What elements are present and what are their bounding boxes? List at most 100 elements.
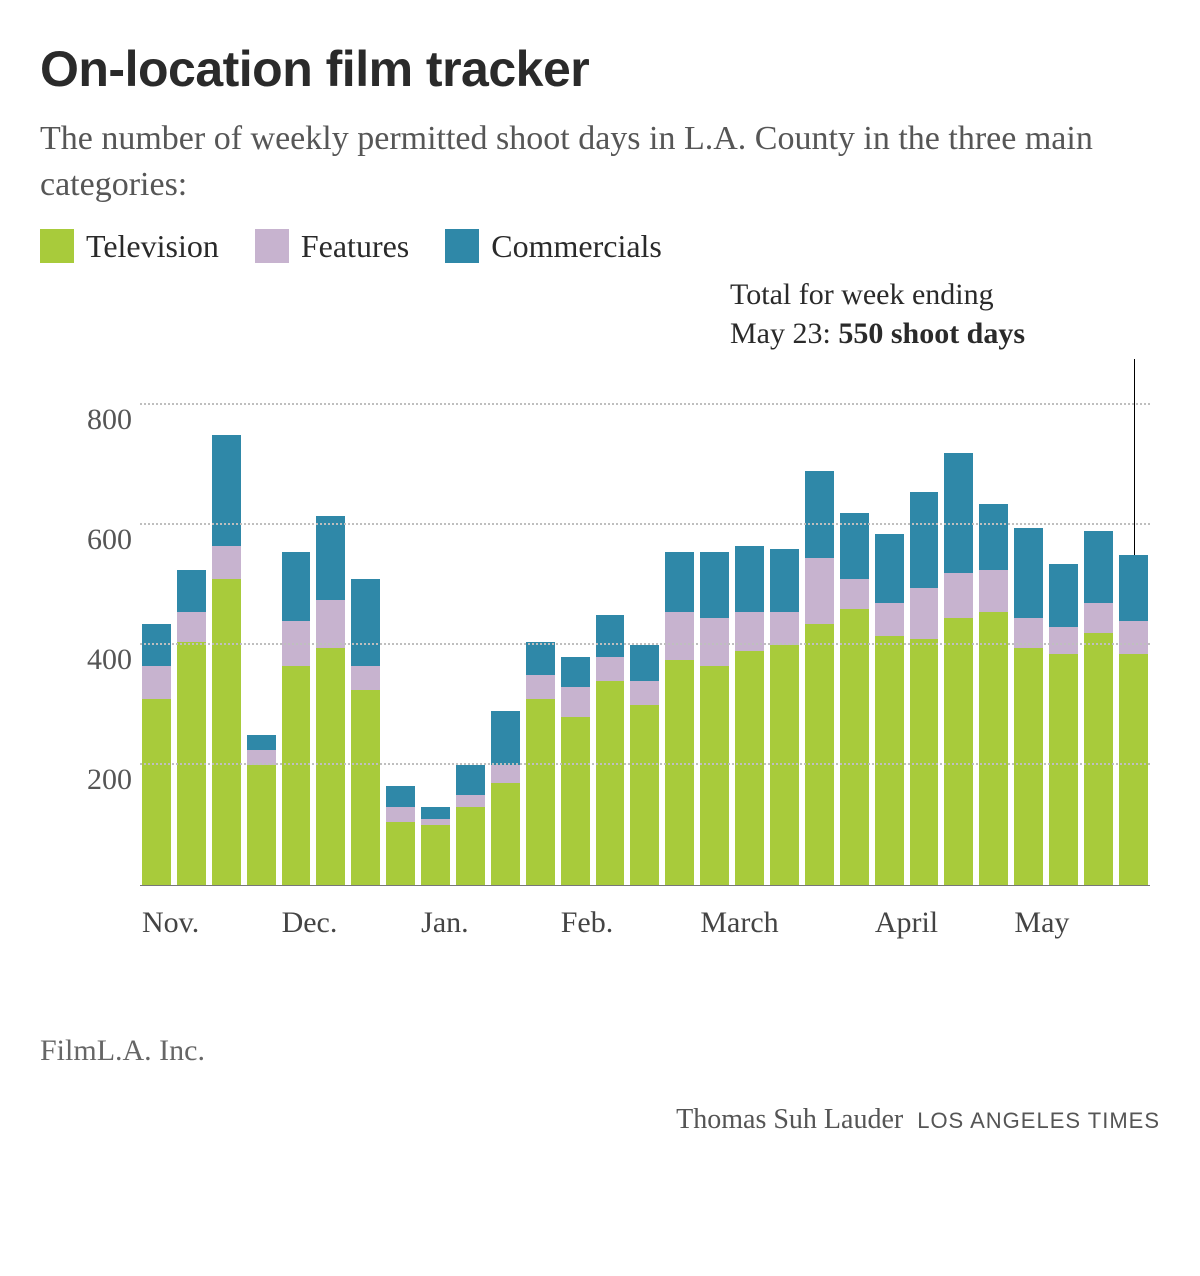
bar <box>1014 528 1043 885</box>
bar-segment-features <box>979 570 1008 612</box>
bar-segment-commercials <box>386 786 415 807</box>
bar-segment-television <box>316 648 345 885</box>
bar-segment-features <box>944 573 973 618</box>
bar-segment-television <box>875 636 904 885</box>
y-axis-label: 600 <box>87 523 132 557</box>
x-axis-label: Jan. <box>421 906 469 940</box>
legend-swatch <box>40 229 74 263</box>
x-axis-label: Feb. <box>561 906 614 940</box>
bar-segment-television <box>944 618 973 885</box>
bar-segment-television <box>421 825 450 885</box>
bar <box>875 534 904 885</box>
x-axis-label: April <box>875 906 938 940</box>
bar-segment-features <box>700 618 729 666</box>
bar-segment-features <box>630 681 659 705</box>
bar-segment-television <box>735 651 764 885</box>
bar-segment-commercials <box>630 645 659 681</box>
bar-segment-commercials <box>700 552 729 618</box>
bar <box>630 645 659 885</box>
legend: TelevisionFeaturesCommercials <box>40 228 1160 265</box>
bar-segment-features <box>491 765 520 783</box>
bar <box>561 657 590 885</box>
bar <box>1119 555 1148 885</box>
bar-segment-television <box>247 765 276 885</box>
bar-segment-television <box>979 612 1008 885</box>
bar-segment-television <box>491 783 520 885</box>
bar-segment-features <box>596 657 625 681</box>
bar <box>386 786 415 885</box>
bar-segment-television <box>561 717 590 885</box>
credit-author: Thomas Suh Lauder <box>676 1104 903 1136</box>
bar-segment-features <box>735 612 764 651</box>
y-axis-label: 200 <box>87 763 132 797</box>
bar-segment-television <box>910 639 939 885</box>
bar <box>596 615 625 885</box>
bar-segment-television <box>526 699 555 885</box>
bar-segment-commercials <box>316 516 345 600</box>
bar-segment-commercials <box>526 642 555 675</box>
bar-segment-commercials <box>770 549 799 612</box>
bar <box>282 552 311 885</box>
bar-segment-features <box>212 546 241 579</box>
annotation: Total for week ending May 23: 550 shoot … <box>730 275 1160 353</box>
bar-segment-commercials <box>1084 531 1113 603</box>
bar-segment-commercials <box>212 435 241 546</box>
x-axis-label: Dec. <box>282 906 338 940</box>
x-axis-label: May <box>1014 906 1069 940</box>
bar-segment-features <box>770 612 799 645</box>
bar-segment-television <box>665 660 694 885</box>
bar-segment-commercials <box>665 552 694 612</box>
y-axis-label: 400 <box>87 643 132 677</box>
bar-segment-commercials <box>142 624 171 666</box>
bar-segment-commercials <box>561 657 590 687</box>
bar-segment-commercials <box>1119 555 1148 621</box>
legend-item: Television <box>40 228 219 265</box>
legend-label: Television <box>86 228 219 265</box>
chart-container: On-location film tracker The number of w… <box>0 0 1200 1276</box>
bar-segment-commercials <box>910 492 939 588</box>
bar-segment-features <box>875 603 904 636</box>
bar <box>840 513 869 885</box>
bar <box>351 579 380 885</box>
bar-segment-television <box>1084 633 1113 885</box>
bar <box>1049 564 1078 885</box>
bar-segment-commercials <box>1014 528 1043 618</box>
legend-swatch <box>255 229 289 263</box>
grid-line <box>140 523 1150 525</box>
bar <box>944 453 973 885</box>
bar-segment-features <box>1049 627 1078 654</box>
bar <box>456 765 485 885</box>
bar <box>316 516 345 885</box>
bar-segment-television <box>596 681 625 885</box>
bar <box>247 735 276 885</box>
x-axis-label: March <box>700 906 778 940</box>
bar-segment-features <box>316 600 345 648</box>
bar-segment-television <box>386 822 415 885</box>
bar-segment-television <box>456 807 485 885</box>
bar-segment-commercials <box>491 711 520 765</box>
source-text: FilmL.A. Inc. <box>40 1034 1160 1068</box>
bar <box>142 624 171 885</box>
bar-segment-commercials <box>979 504 1008 570</box>
plot-area: 200400600800 <box>140 375 1150 886</box>
bar-segment-commercials <box>805 471 834 558</box>
bar-segment-commercials <box>282 552 311 621</box>
bar-segment-features <box>1084 603 1113 633</box>
bar <box>212 435 241 885</box>
x-axis-label: Nov. <box>142 906 199 940</box>
bar-segment-commercials <box>247 735 276 750</box>
bar-segment-television <box>1014 648 1043 885</box>
grid-line <box>140 643 1150 645</box>
bar-segment-commercials <box>1049 564 1078 627</box>
bar-segment-commercials <box>875 534 904 603</box>
bar <box>700 552 729 885</box>
chart-area: Total for week ending May 23: 550 shoot … <box>40 375 1160 944</box>
bar <box>491 711 520 885</box>
bar-segment-features <box>910 588 939 639</box>
bar <box>735 546 764 885</box>
bar-segment-features <box>805 558 834 624</box>
bar <box>177 570 206 885</box>
bar-segment-features <box>386 807 415 822</box>
legend-swatch <box>445 229 479 263</box>
bar-segment-commercials <box>351 579 380 666</box>
